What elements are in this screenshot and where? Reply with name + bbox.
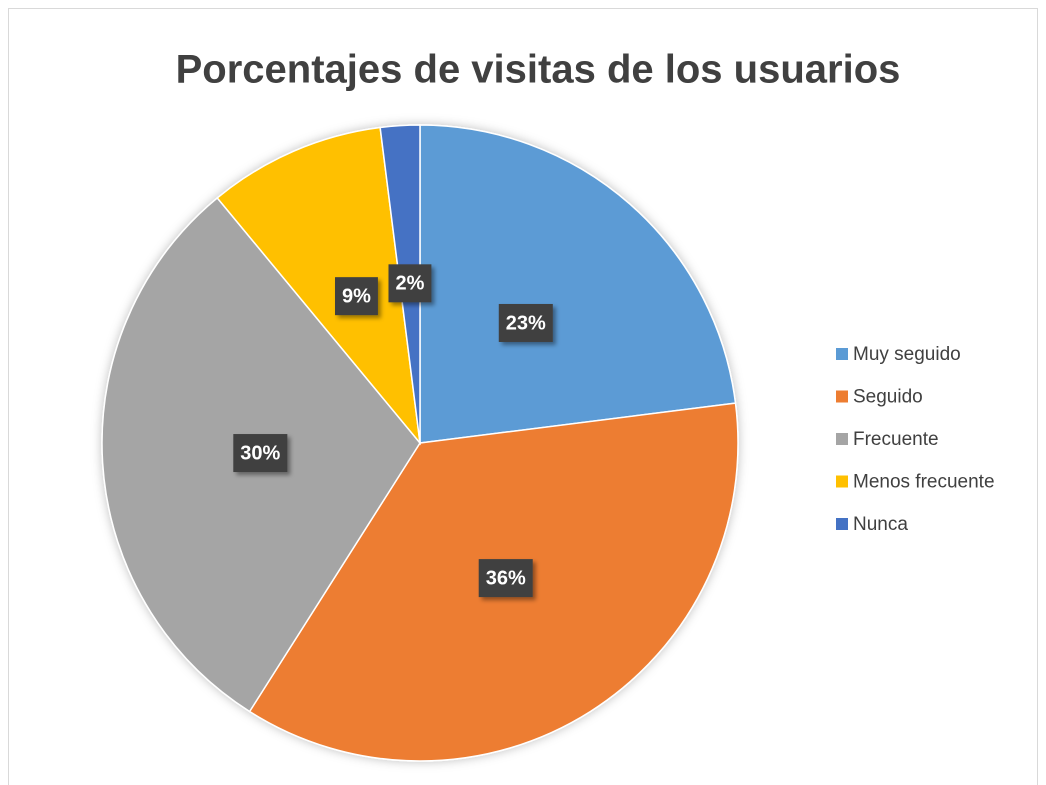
legend-swatch xyxy=(836,390,848,403)
pie-slice xyxy=(419,124,737,444)
legend-label: Frecuente xyxy=(853,429,939,450)
legend-label: Muy seguido xyxy=(853,344,961,365)
legend-swatch xyxy=(836,433,848,445)
data-labels: 23% 36% 30% 9% 2% xyxy=(233,264,553,598)
data-label: 23% xyxy=(506,312,546,334)
legend-swatch xyxy=(836,518,848,530)
data-label: 36% xyxy=(486,567,526,589)
data-label-box xyxy=(388,264,432,303)
chart-title: Porcentajes de visitas de los usuarios xyxy=(176,48,901,92)
data-label-box xyxy=(478,559,533,598)
legend-label: Seguido xyxy=(853,387,923,408)
legend-swatch xyxy=(836,475,848,488)
data-label-box xyxy=(335,277,378,316)
legend-label: Menos frecuente xyxy=(853,472,995,493)
data-label-box xyxy=(498,303,553,342)
legend-swatch xyxy=(836,348,848,360)
data-label-box xyxy=(233,434,288,473)
data-label: 9% xyxy=(342,285,371,307)
data-label: 30% xyxy=(240,442,280,464)
pie xyxy=(101,124,739,762)
data-label: 2% xyxy=(396,273,425,295)
pie-slice xyxy=(216,126,422,446)
legend: Muy seguido Seguido Frecuente Menos frecuen… xyxy=(836,344,995,535)
legend-label: Nunca xyxy=(853,514,908,535)
